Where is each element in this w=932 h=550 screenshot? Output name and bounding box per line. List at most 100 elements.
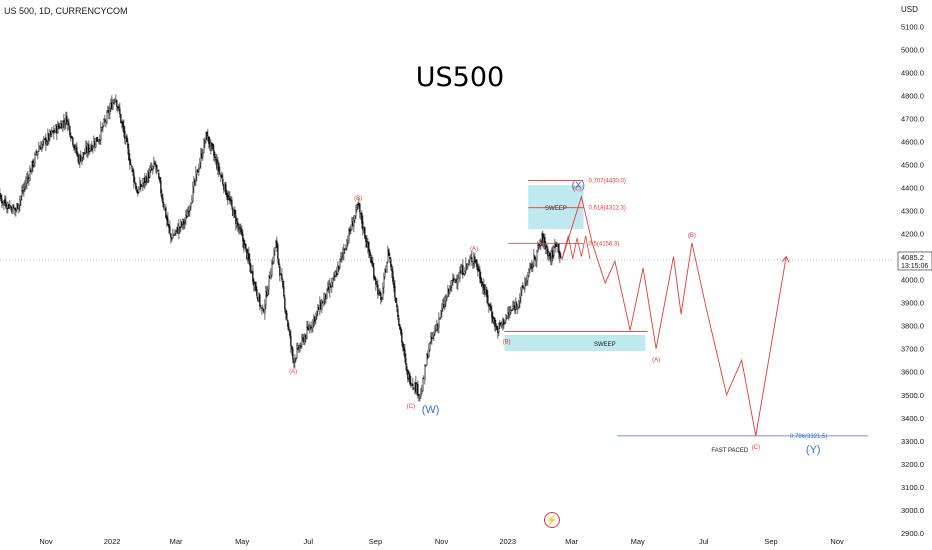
candle-body [23, 187, 25, 191]
candle-body [399, 324, 401, 330]
price-marker-value: 4085.2 [901, 253, 924, 262]
candle-body [504, 321, 506, 324]
candle-body [103, 119, 105, 126]
candle-body [273, 250, 275, 263]
candle-body [131, 165, 133, 168]
candle-body [334, 275, 336, 278]
candle-body [154, 163, 156, 165]
candle-body [422, 378, 424, 391]
candle-body [20, 195, 22, 201]
candle-body [448, 288, 450, 292]
candle-body [291, 346, 293, 350]
candle-body [292, 349, 294, 360]
candle-body [125, 137, 127, 141]
candle-body [15, 209, 17, 211]
candle-body [427, 354, 429, 358]
candle-body [224, 182, 226, 191]
candle-body [97, 140, 99, 142]
candle-body [79, 155, 81, 163]
candle-body [167, 218, 169, 226]
candle-body [439, 317, 441, 319]
y-tick-label: 4800.0 [901, 91, 924, 100]
candle-body [183, 220, 185, 224]
tradingview-logo-icon[interactable]: ⚡ [544, 512, 560, 528]
candle-body [445, 297, 447, 302]
candle-body [227, 195, 229, 200]
candle-body [248, 253, 250, 261]
candle-body [428, 348, 430, 358]
candle-body [150, 167, 152, 171]
candle-body [54, 131, 56, 133]
candle-body [38, 148, 40, 152]
candle-body [402, 341, 404, 348]
candle-body [22, 189, 24, 192]
candle-body [242, 234, 244, 242]
candle-body [463, 273, 465, 275]
candle-body [124, 131, 126, 140]
candle-body [35, 150, 37, 155]
candle-body [269, 276, 271, 279]
candle-body [168, 224, 170, 228]
candle-body [312, 319, 314, 329]
candle-body [106, 112, 108, 123]
candle-body [136, 189, 138, 193]
y-tick-label: 3700.0 [901, 345, 924, 354]
y-tick-label: 3300.0 [901, 437, 924, 446]
candle-body [411, 383, 413, 386]
candle-body [267, 290, 269, 296]
candle-body [216, 159, 218, 169]
candle-body [539, 244, 541, 247]
candle-body [477, 266, 479, 272]
candle-body [499, 323, 501, 325]
candle-body [362, 221, 364, 230]
candle-body [369, 250, 371, 257]
candle-body [409, 373, 411, 384]
candle-body [297, 345, 299, 349]
candle-body [462, 265, 464, 276]
candle-body [85, 146, 87, 153]
candle-body [166, 216, 168, 221]
candle-body [302, 337, 304, 339]
sweep-zone-label: SWEEP [594, 342, 616, 348]
candle-body [189, 205, 191, 211]
candle-body [40, 146, 42, 150]
candle-body [225, 183, 227, 195]
candle-body [474, 256, 476, 263]
candle-body [17, 203, 19, 209]
candle-body [288, 326, 290, 331]
candle-body [553, 246, 555, 256]
candle-body [88, 144, 90, 152]
candle-body [162, 197, 164, 204]
candle-body [401, 332, 403, 343]
candle-body [359, 203, 361, 213]
candle-body [384, 269, 386, 277]
candle-body [366, 241, 368, 248]
candle-body [385, 270, 387, 273]
candle-body [394, 285, 396, 298]
candle-body [11, 207, 13, 213]
candle-body [460, 270, 462, 274]
candle-body [512, 306, 514, 309]
candle-body [404, 349, 406, 358]
candle-body [363, 227, 365, 231]
fib-level-label: 0.707(4430.0) [589, 179, 626, 185]
candle-body [157, 169, 159, 172]
candle-body [338, 265, 340, 269]
candle-body [199, 162, 201, 168]
sweep-zone [504, 334, 646, 351]
symbol-title[interactable]: US 500, 1D, CURRENCYCOM [4, 6, 128, 16]
candle-body [245, 243, 247, 249]
candle-body [296, 348, 298, 358]
candle-body [482, 285, 484, 288]
candle-body [314, 316, 316, 322]
candle-body [211, 142, 213, 146]
sweep-zone [528, 185, 584, 229]
y-tick-label: 5000.0 [901, 45, 924, 54]
candle-body [395, 297, 397, 303]
candle-body [523, 286, 525, 288]
candle-body [377, 284, 379, 295]
candle-body [241, 231, 243, 235]
candle-body [186, 215, 188, 219]
candle-body [228, 197, 230, 199]
